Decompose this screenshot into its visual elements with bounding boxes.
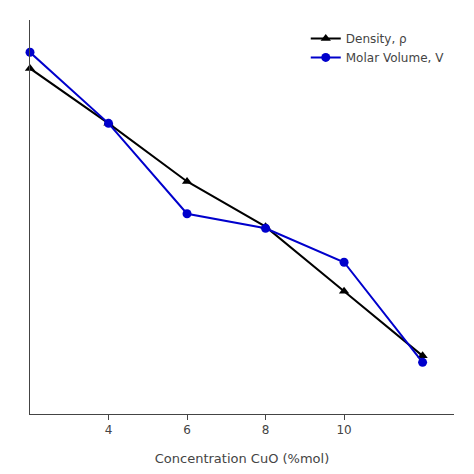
svg-text:Concentration CuO (%mol): Concentration CuO (%mol) [155, 451, 330, 466]
svg-text:4: 4 [105, 423, 113, 437]
svg-text:6: 6 [183, 423, 191, 437]
svg-text:Density, ρ: Density, ρ [346, 32, 407, 46]
svg-text:10: 10 [336, 423, 351, 437]
svg-text:Molar Volume, V: Molar Volume, V [346, 51, 444, 65]
svg-text:8: 8 [262, 423, 270, 437]
